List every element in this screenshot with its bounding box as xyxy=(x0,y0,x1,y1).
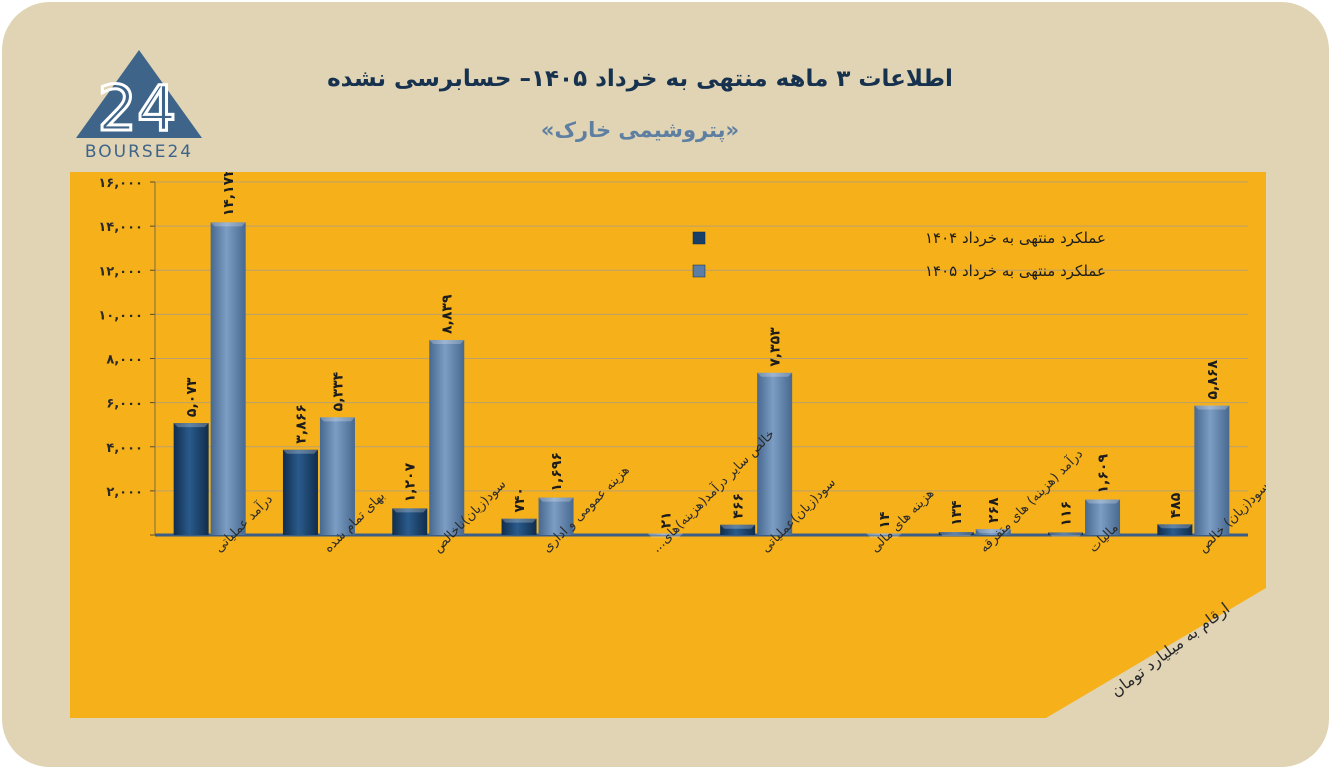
y-tick-label: ۱۶,۰۰۰ xyxy=(98,176,143,191)
bar-1404 xyxy=(720,524,756,535)
bar-top-bevel xyxy=(392,508,428,513)
bar-top-bevel xyxy=(282,449,318,454)
bar-top-bevel xyxy=(647,533,683,538)
bar-1405 xyxy=(1194,405,1230,535)
legend-label-1405: عملکرد منتهی به خرداد ۱۴۰۵ xyxy=(925,262,1106,280)
bar-top-bevel xyxy=(757,372,793,377)
data-label-1404: ۱۱۶ xyxy=(1059,501,1075,527)
bar-top-bevel xyxy=(1194,405,1230,410)
bar-1404 xyxy=(173,423,209,535)
bar-top-bevel xyxy=(1157,524,1193,529)
y-tick-label: ۸,۰۰۰ xyxy=(106,353,143,368)
page-title: اطلاعات ۳ ماهه منتهی به خرداد ۱۴۰۵– حساب… xyxy=(327,66,953,92)
data-label-1405: ۵,۳۳۴ xyxy=(330,371,346,411)
bar-1404 xyxy=(392,508,428,535)
data-label-1405: ۱,۶۰۹ xyxy=(1096,454,1112,494)
bourse24-logo-icon: 24 xyxy=(76,50,202,147)
bar-1405 xyxy=(1085,499,1121,535)
chart-panel: ۲,۰۰۰ ۴,۰۰۰ ۶,۰۰۰ ۸,۰۰۰ ۱۰,۰۰۰ ۱۲,۰۰۰ ۱۴,۰۰۰ ۱۶… xyxy=(70,172,1266,718)
y-tick-label: ۲,۰۰۰ xyxy=(106,485,143,500)
bar-1405 xyxy=(538,497,574,535)
bar-top-bevel xyxy=(210,222,246,227)
data-label-1405: ۷,۳۵۳ xyxy=(768,327,784,367)
logo-number: 24 xyxy=(98,72,177,145)
bar-1405 xyxy=(210,222,246,535)
bar-top-bevel xyxy=(173,423,209,428)
bar-1404 xyxy=(938,532,974,535)
unit-band xyxy=(1046,588,1266,718)
bar-1405 xyxy=(647,533,683,535)
page-subtitle: «پتروشیمی خارک» xyxy=(540,118,740,142)
data-label-1405: ۱,۶۹۶ xyxy=(549,452,565,492)
bar-top-bevel xyxy=(538,497,574,502)
bar-1404 xyxy=(1048,532,1084,535)
data-label-1405: ۱۴,۱۷۲ xyxy=(221,172,237,216)
data-label-1404: ۵,۰۷۳ xyxy=(184,377,200,417)
bar-top-bevel xyxy=(975,529,1011,534)
data-label-1404: ۱۳۴ xyxy=(949,500,965,526)
bar-top-bevel xyxy=(429,339,465,344)
bar-1405 xyxy=(866,533,902,535)
bar-1405 xyxy=(319,417,355,535)
data-label-1405: ۵,۸۶۸ xyxy=(1205,360,1221,400)
data-label-1405: ۲۱ xyxy=(658,511,674,528)
data-label-1404: ۴۸۵ xyxy=(1168,492,1184,518)
y-tick-label: ۱۲,۰۰۰ xyxy=(98,264,143,279)
bar-top-bevel xyxy=(1048,532,1084,537)
bar-1404 xyxy=(282,449,318,535)
legend-label-1404: عملکرد منتهی به خرداد ۱۴۰۴ xyxy=(925,229,1106,247)
bar-top-bevel xyxy=(1085,499,1121,504)
bar-top-bevel xyxy=(501,518,537,523)
bar-1405 xyxy=(429,339,465,535)
data-label-1405: ۱۴ xyxy=(877,511,893,529)
data-label-1404: ۷۴۰ xyxy=(512,487,528,513)
legend-swatch-1405 xyxy=(692,264,706,278)
bar-top-bevel xyxy=(319,417,355,422)
data-label-1405: ۸,۸۳۹ xyxy=(440,294,456,334)
data-label-1404: ۱,۲۰۷ xyxy=(403,462,419,502)
bar-1404 xyxy=(1157,524,1193,535)
bar-chart: ۲,۰۰۰ ۴,۰۰۰ ۶,۰۰۰ ۸,۰۰۰ ۱۰,۰۰۰ ۱۲,۰۰۰ ۱۴,۰۰۰ ۱۶… xyxy=(98,172,1266,556)
y-tick-label: ۴,۰۰۰ xyxy=(106,441,143,456)
bar-1404 xyxy=(501,518,537,535)
bar-1405 xyxy=(757,372,793,535)
bar-top-bevel xyxy=(720,524,756,529)
bar-1405 xyxy=(975,529,1011,535)
bar-top-bevel xyxy=(938,532,974,537)
data-label-1404: ۴۶۶ xyxy=(731,493,747,519)
legend-swatch-1404 xyxy=(692,231,706,245)
bar-top-bevel xyxy=(866,533,902,538)
data-label-1405: ۲۶۸ xyxy=(986,497,1002,523)
logo-text: BOURSE24 xyxy=(84,142,194,162)
y-tick-label: ۶,۰۰۰ xyxy=(106,397,143,412)
y-tick-label: ۱۰,۰۰۰ xyxy=(98,308,143,323)
y-tick-label: ۱۴,۰۰۰ xyxy=(98,220,143,235)
data-label-1404: ۳,۸۶۶ xyxy=(293,404,309,444)
